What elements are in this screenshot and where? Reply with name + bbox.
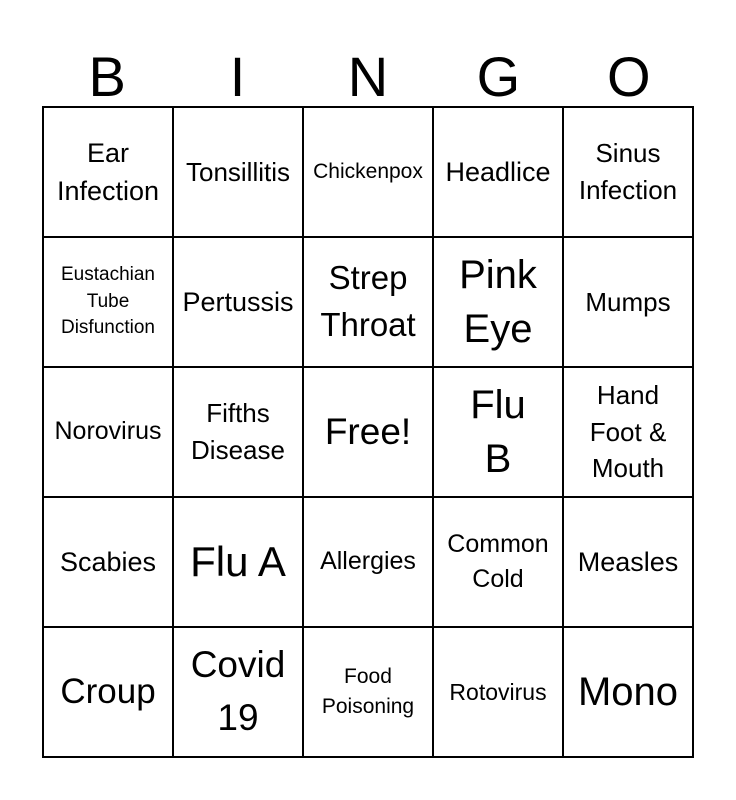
bingo-letter-g: G xyxy=(476,45,521,108)
bingo-cell-measles[interactable]: Measles xyxy=(563,497,693,627)
bingo-cell-pink-eye[interactable]: Pink Eye xyxy=(433,237,563,367)
bingo-letter-i: I xyxy=(229,45,246,108)
bingo-letter-cell-b: B xyxy=(42,49,172,106)
bingo-cell-mono[interactable]: Mono xyxy=(563,627,693,757)
bingo-cell-chickenpox[interactable]: Chickenpox xyxy=(303,107,433,237)
bingo-cell-allergies[interactable]: Allergies xyxy=(303,497,433,627)
bingo-letter-n: N xyxy=(347,45,389,108)
bingo-cell-free-space[interactable]: Free! xyxy=(303,367,433,497)
bingo-cell-hand-foot-mouth[interactable]: Hand Foot & Mouth xyxy=(563,367,693,497)
bingo-cell-strep-throat[interactable]: Strep Throat xyxy=(303,237,433,367)
bingo-letter-o: O xyxy=(606,45,651,108)
bingo-cell-flu-a[interactable]: Flu A xyxy=(173,497,303,627)
bingo-cell-common-cold[interactable]: Common Cold xyxy=(433,497,563,627)
bingo-cell-sinus-infection[interactable]: Sinus Infection xyxy=(563,107,693,237)
bingo-letter-cell-i: I xyxy=(172,49,302,106)
bingo-header: B I N G O xyxy=(0,0,694,106)
bingo-cell-fifths-disease[interactable]: Fifths Disease xyxy=(173,367,303,497)
bingo-letter-cell-n: N xyxy=(303,49,433,106)
bingo-letter-cell-o: O xyxy=(564,49,694,106)
bingo-cell-covid-19[interactable]: Covid 19 xyxy=(173,627,303,757)
bingo-cell-rotovirus[interactable]: Rotovirus xyxy=(433,627,563,757)
bingo-cell-ear-infection[interactable]: Ear Infection xyxy=(43,107,173,237)
bingo-letter-cell-g: G xyxy=(433,49,563,106)
bingo-cell-headlice[interactable]: Headlice xyxy=(433,107,563,237)
bingo-cell-flu-b[interactable]: Flu B xyxy=(433,367,563,497)
bingo-cell-croup[interactable]: Croup xyxy=(43,627,173,757)
bingo-cell-eustachian-tube-disfunction[interactable]: Eustachian Tube Disfunction xyxy=(43,237,173,367)
bingo-letter-b: B xyxy=(88,45,126,108)
bingo-cell-norovirus[interactable]: Norovirus xyxy=(43,367,173,497)
bingo-cell-scabies[interactable]: Scabies xyxy=(43,497,173,627)
bingo-cell-mumps[interactable]: Mumps xyxy=(563,237,693,367)
bingo-cell-pertussis[interactable]: Pertussis xyxy=(173,237,303,367)
bingo-cell-tonsillitis[interactable]: Tonsillitis xyxy=(173,107,303,237)
bingo-grid: Ear Infection Tonsillitis Chickenpox Hea… xyxy=(42,106,694,758)
bingo-cell-food-poisoning[interactable]: Food Poisoning xyxy=(303,627,433,757)
